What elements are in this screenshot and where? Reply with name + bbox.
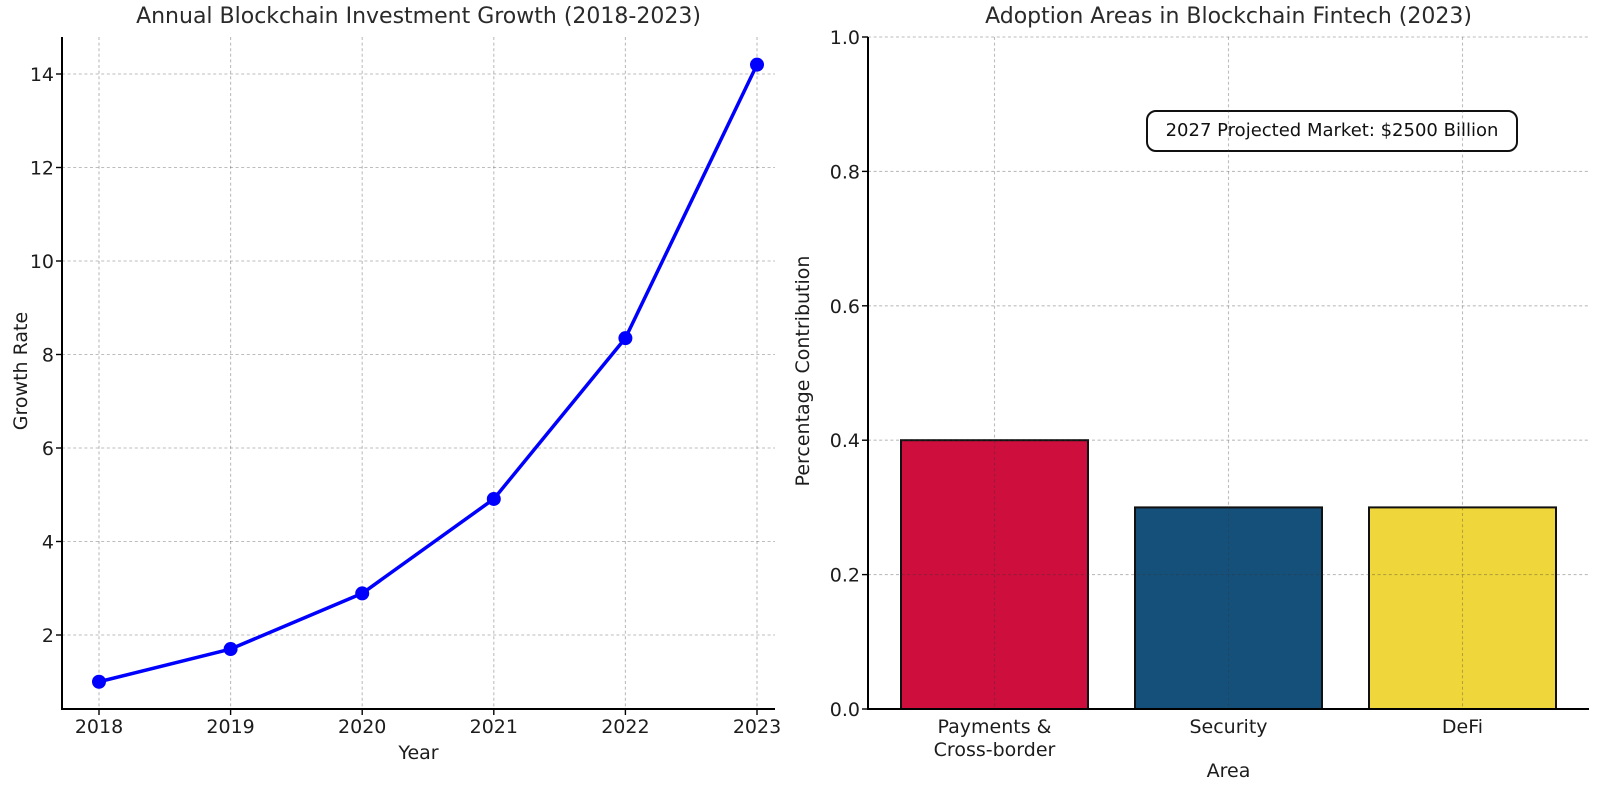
annotation-box: 2027 Projected Market: $2500 Billion [1146, 110, 1518, 152]
bar-chart: Adoption Areas in Blockchain Fintech (20… [792, 0, 1600, 794]
line-chart-ylabel: Growth Rate [10, 311, 32, 431]
line-chart-title: Annual Blockchain Investment Growth (201… [136, 4, 701, 29]
line-chart: Annual Blockchain Investment Growth (201… [10, 4, 701, 764]
bar-chart-xlabel: Area [1206, 760, 1251, 782]
bar-chart-ylabel: Percentage Contribution [792, 255, 814, 487]
line-chart-xlabel: Year [398, 742, 439, 764]
bar-chart-title: Adoption Areas in Blockchain Fintech (20… [985, 4, 1472, 29]
